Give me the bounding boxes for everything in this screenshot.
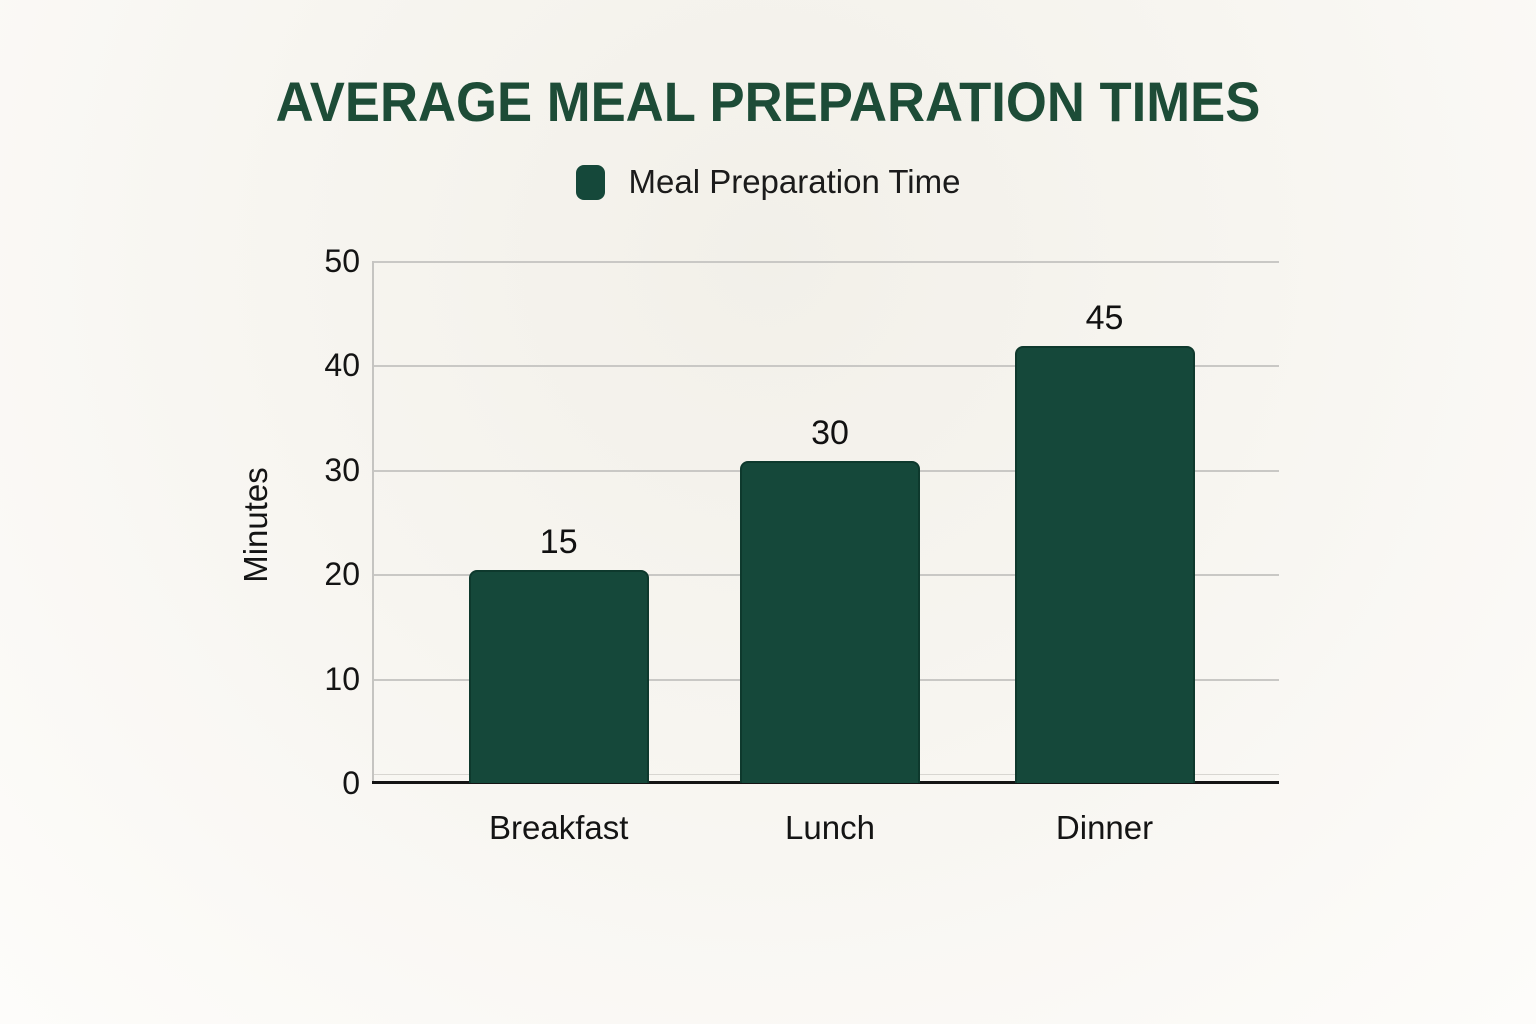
y-tick-label: 50: [324, 243, 360, 279]
legend: Meal Preparation Time: [0, 160, 1536, 204]
bar-dinner: [1014, 345, 1195, 783]
x-tick-label-lunch: Lunch: [785, 809, 875, 846]
bar-value-label-dinner: 45: [1085, 298, 1124, 337]
bar-lunch: [740, 461, 921, 783]
x-tick-label-dinner: Dinner: [1055, 809, 1154, 846]
y-tick-label: 20: [324, 556, 360, 593]
bar-value-label-breakfast: 15: [539, 523, 578, 562]
x-tick-label-breakfast: Breakfast: [489, 809, 629, 846]
legend-swatch-icon: [575, 164, 605, 200]
y-tick-label: 30: [324, 451, 360, 488]
chart-title: AVERAGE MEAL PREPARATION TIMES: [275, 70, 1261, 133]
plot-area: 0 10 20 30 40 50 15 Breakfast 30 Lunch 45 Dinner: [324, 243, 1279, 846]
y-tick-label: 0: [342, 765, 360, 801]
y-axis-title: Minutes: [237, 467, 274, 583]
y-tick-label: 40: [324, 347, 360, 384]
legend-label: Meal Preparation Time: [628, 163, 961, 200]
bar-value-label-lunch: 30: [811, 414, 849, 453]
y-tick-label: 10: [324, 660, 360, 697]
bar-breakfast: [468, 570, 649, 783]
gridline: [374, 261, 1279, 263]
gridline: [374, 365, 1279, 368]
